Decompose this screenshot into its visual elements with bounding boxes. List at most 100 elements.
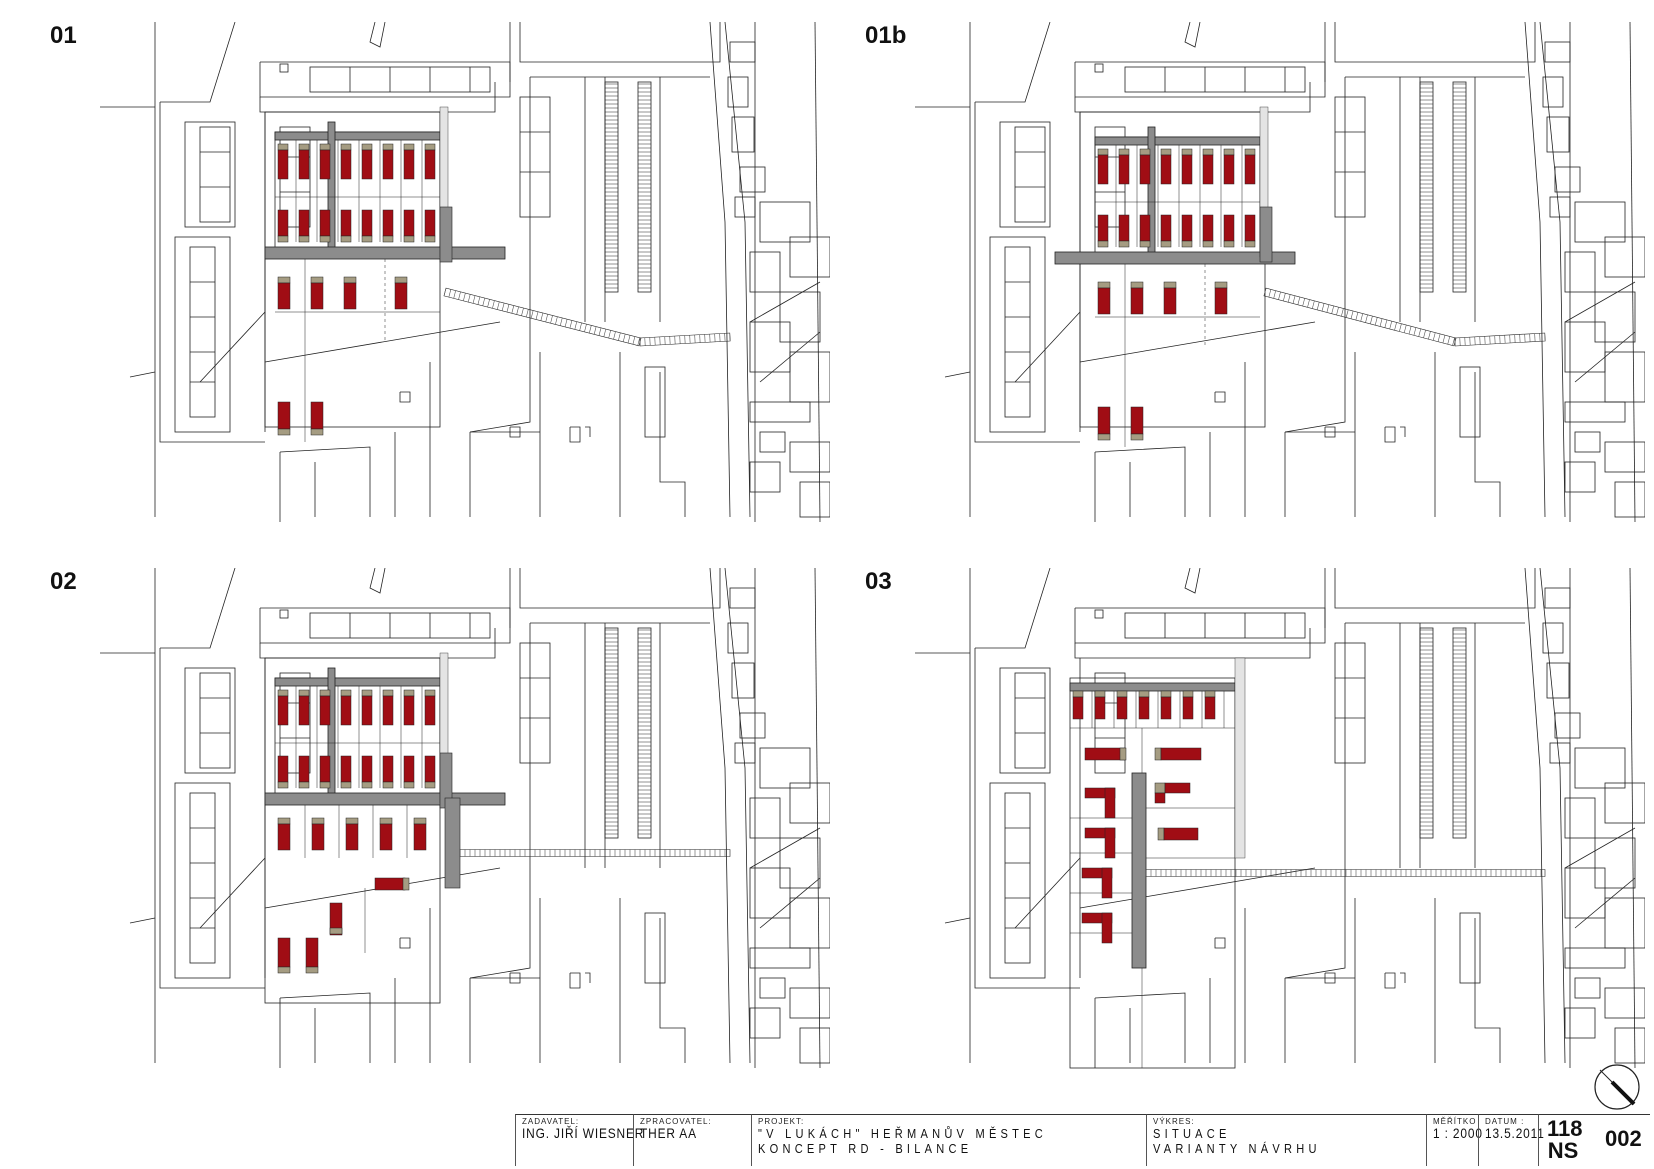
- building-east: [749, 461, 781, 493]
- garage: [345, 817, 359, 825]
- footpath-hatch: [482, 297, 486, 306]
- variant-panel-01b: 01b: [865, 22, 1645, 562]
- house: [340, 755, 352, 783]
- footpath-hatch: [1423, 330, 1426, 338]
- footpath-hatch: [1331, 305, 1335, 314]
- garage: [1163, 281, 1177, 289]
- garage: [343, 276, 357, 284]
- building-east: [749, 321, 791, 373]
- sheet-number: 002: [1605, 1126, 1642, 1151]
- house: [1160, 214, 1172, 242]
- parcel-line: [1564, 827, 1636, 869]
- house: [310, 401, 324, 430]
- site-plan-02: [100, 568, 830, 1069]
- house: [1084, 747, 1126, 761]
- building-east: [789, 441, 830, 473]
- building-east: [749, 1007, 781, 1039]
- garage: [361, 235, 373, 243]
- building-east: [1554, 166, 1581, 193]
- house: [394, 282, 408, 310]
- garage: [1130, 281, 1144, 289]
- drawing-label: VÝKRES:: [1153, 1117, 1195, 1126]
- east-building: [1334, 642, 1366, 764]
- garage: [413, 817, 427, 825]
- building-east: [759, 431, 786, 453]
- access-road: [274, 131, 441, 141]
- garage: [1118, 148, 1130, 156]
- building-east: [1564, 401, 1626, 423]
- site-plan-01b: [915, 22, 1645, 523]
- house: [1138, 696, 1150, 720]
- garage: [382, 781, 394, 789]
- footpath-hatch: [1437, 333, 1441, 342]
- garage: [1130, 433, 1144, 441]
- building-east: [1546, 116, 1570, 153]
- parcel-line: [159, 648, 265, 989]
- building-east: [1594, 291, 1636, 343]
- footpath-hatch: [516, 306, 519, 315]
- small-building: [585, 972, 591, 983]
- parcel-line: [975, 568, 1051, 649]
- west-building: [1014, 126, 1046, 223]
- parcel-line: [1574, 877, 1636, 929]
- title-block-sheet: [1538, 1114, 1650, 1166]
- garage: [1181, 240, 1193, 248]
- house: [1154, 792, 1166, 804]
- date-label: DATUM :: [1485, 1117, 1525, 1126]
- footpath-hatch: [589, 325, 592, 334]
- garage: [1202, 240, 1214, 248]
- building-north: [309, 612, 491, 639]
- west-parcel: [999, 121, 1051, 228]
- parcel-line: [974, 102, 1080, 443]
- garage: [1154, 782, 1166, 794]
- footpath-hatch: [453, 290, 456, 299]
- garage: [382, 235, 394, 243]
- title-block-author: ZPRACOVATEL: THER AA: [633, 1114, 751, 1166]
- parcel-line: [160, 568, 236, 649]
- parcel-line: [264, 321, 501, 363]
- garage: [424, 781, 436, 789]
- building-east: [1574, 431, 1601, 453]
- garage: [1160, 148, 1172, 156]
- house: [305, 937, 319, 968]
- house: [403, 695, 415, 726]
- road-edge: [1524, 568, 1546, 1064]
- house: [1181, 154, 1193, 185]
- parcel-line: [1094, 446, 1186, 517]
- house: [319, 755, 331, 783]
- footpath-hatch: [1355, 312, 1359, 321]
- title-block-drawing: VÝKRES: SITUACE VARIANTY NÁVRHU: [1146, 1114, 1426, 1166]
- building-east: [1554, 712, 1581, 739]
- house: [277, 937, 291, 968]
- parcel-line: [129, 371, 156, 378]
- house: [1094, 696, 1106, 720]
- site-plan-group: [915, 22, 1645, 523]
- garage: [298, 143, 310, 151]
- garage: [361, 143, 373, 151]
- footpath-hatch: [443, 288, 447, 296]
- west-building: [1014, 672, 1046, 769]
- garage: [319, 235, 331, 243]
- small-building: [585, 426, 591, 437]
- building-east: [1574, 747, 1626, 789]
- house: [424, 209, 436, 237]
- garage: [402, 877, 410, 891]
- building-east: [731, 116, 755, 153]
- house: [277, 209, 289, 237]
- house: [277, 282, 291, 310]
- access-road: [274, 677, 441, 687]
- footpath-hatch: [632, 336, 636, 345]
- east-building: [519, 96, 551, 218]
- building-east: [1564, 797, 1596, 839]
- footpath: [443, 287, 642, 347]
- parcel-line: [1079, 867, 1316, 909]
- parcel-line: [1574, 331, 1636, 383]
- garage: [1138, 690, 1150, 698]
- garage: [1160, 240, 1172, 248]
- garage: [424, 689, 436, 697]
- project-code-bottom: NS: [1547, 1138, 1579, 1163]
- garage: [340, 235, 352, 243]
- parcel-line: [1014, 857, 1081, 929]
- garage: [403, 143, 415, 151]
- garage: [1223, 240, 1235, 248]
